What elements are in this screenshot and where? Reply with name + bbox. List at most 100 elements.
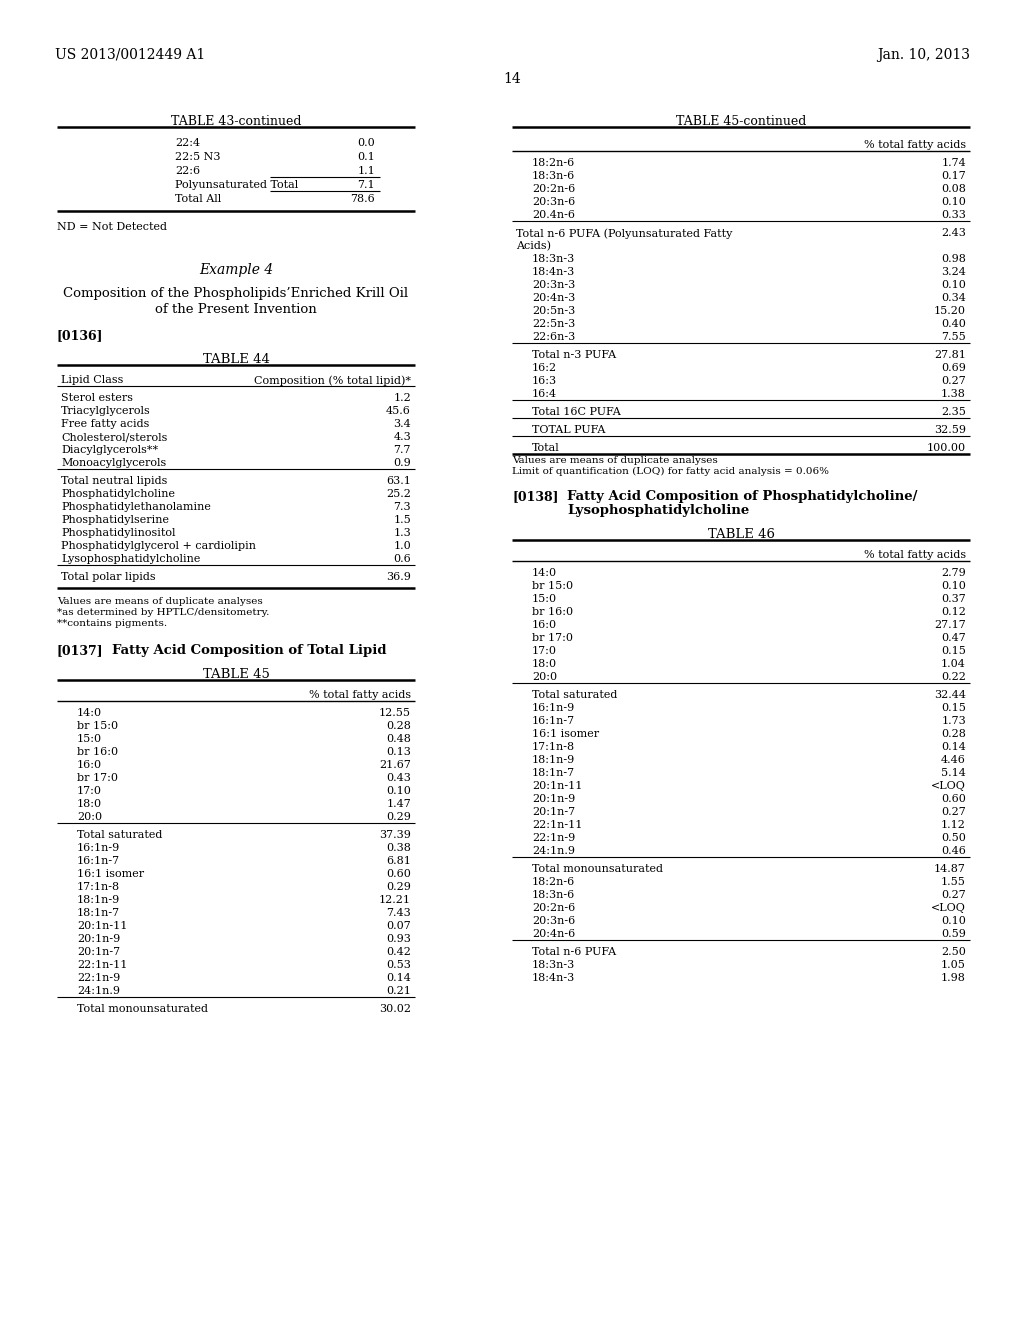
Text: 20:1n-11: 20:1n-11 bbox=[77, 921, 127, 931]
Text: Total n-3 PUFA: Total n-3 PUFA bbox=[532, 350, 616, 360]
Text: 0.15: 0.15 bbox=[941, 645, 966, 656]
Text: 22:1n-9: 22:1n-9 bbox=[77, 973, 120, 983]
Text: 0.1: 0.1 bbox=[357, 152, 375, 162]
Text: 0.59: 0.59 bbox=[941, 929, 966, 939]
Text: Composition (% total lipid)*: Composition (% total lipid)* bbox=[254, 375, 411, 385]
Text: 18:1n-7: 18:1n-7 bbox=[532, 768, 575, 777]
Text: 20:3n-3: 20:3n-3 bbox=[532, 280, 575, 290]
Text: Jan. 10, 2013: Jan. 10, 2013 bbox=[877, 48, 970, 62]
Text: Phosphatidylethanolamine: Phosphatidylethanolamine bbox=[61, 502, 211, 512]
Text: 18:3n-3: 18:3n-3 bbox=[532, 253, 575, 264]
Text: 0.0: 0.0 bbox=[357, 139, 375, 148]
Text: 2.50: 2.50 bbox=[941, 946, 966, 957]
Text: Diacylglycerols**: Diacylglycerols** bbox=[61, 445, 158, 455]
Text: Total 16C PUFA: Total 16C PUFA bbox=[532, 407, 621, 417]
Text: 15:0: 15:0 bbox=[532, 594, 557, 605]
Text: 17:0: 17:0 bbox=[532, 645, 557, 656]
Text: 22:5n-3: 22:5n-3 bbox=[532, 319, 575, 329]
Text: 14:0: 14:0 bbox=[77, 708, 102, 718]
Text: 18:2n-6: 18:2n-6 bbox=[532, 158, 575, 168]
Text: 0.10: 0.10 bbox=[941, 280, 966, 290]
Text: 0.13: 0.13 bbox=[386, 747, 411, 756]
Text: 18:1n-9: 18:1n-9 bbox=[77, 895, 120, 906]
Text: 32.44: 32.44 bbox=[934, 690, 966, 700]
Text: 0.21: 0.21 bbox=[386, 986, 411, 997]
Text: br 17:0: br 17:0 bbox=[77, 774, 118, 783]
Text: 22:6: 22:6 bbox=[175, 166, 200, 176]
Text: 1.0: 1.0 bbox=[393, 541, 411, 550]
Text: Fatty Acid Composition of Total Lipid: Fatty Acid Composition of Total Lipid bbox=[112, 644, 386, 657]
Text: Total: Total bbox=[532, 444, 560, 453]
Text: 3.24: 3.24 bbox=[941, 267, 966, 277]
Text: ND = Not Detected: ND = Not Detected bbox=[57, 222, 167, 232]
Text: 0.42: 0.42 bbox=[386, 946, 411, 957]
Text: 6.81: 6.81 bbox=[386, 855, 411, 866]
Text: 1.2: 1.2 bbox=[393, 393, 411, 403]
Text: Polyunsaturated Total: Polyunsaturated Total bbox=[175, 180, 298, 190]
Text: 16:0: 16:0 bbox=[77, 760, 102, 770]
Text: 20:1n-9: 20:1n-9 bbox=[532, 795, 575, 804]
Text: 16:1 isomer: 16:1 isomer bbox=[532, 729, 599, 739]
Text: [0136]: [0136] bbox=[57, 329, 103, 342]
Text: 3.4: 3.4 bbox=[393, 418, 411, 429]
Text: 1.47: 1.47 bbox=[386, 799, 411, 809]
Text: 0.10: 0.10 bbox=[386, 785, 411, 796]
Text: 1.3: 1.3 bbox=[393, 528, 411, 539]
Text: Cholesterol/sterols: Cholesterol/sterols bbox=[61, 432, 167, 442]
Text: br 16:0: br 16:0 bbox=[532, 607, 573, 616]
Text: 78.6: 78.6 bbox=[350, 194, 375, 205]
Text: 22:1n-11: 22:1n-11 bbox=[77, 960, 127, 970]
Text: 14: 14 bbox=[503, 73, 521, 86]
Text: 16:0: 16:0 bbox=[532, 620, 557, 630]
Text: 25.2: 25.2 bbox=[386, 488, 411, 499]
Text: TABLE 44: TABLE 44 bbox=[203, 352, 269, 366]
Text: 21.67: 21.67 bbox=[379, 760, 411, 770]
Text: Total n-6 PUFA: Total n-6 PUFA bbox=[532, 946, 616, 957]
Text: <LOQ: <LOQ bbox=[931, 903, 966, 913]
Text: 15:0: 15:0 bbox=[77, 734, 102, 744]
Text: Phosphatidylinositol: Phosphatidylinositol bbox=[61, 528, 175, 539]
Text: Phosphatidylserine: Phosphatidylserine bbox=[61, 515, 169, 525]
Text: 7.1: 7.1 bbox=[357, 180, 375, 190]
Text: 0.08: 0.08 bbox=[941, 183, 966, 194]
Text: 30.02: 30.02 bbox=[379, 1005, 411, 1014]
Text: 0.28: 0.28 bbox=[386, 721, 411, 731]
Text: 0.9: 0.9 bbox=[393, 458, 411, 469]
Text: 0.60: 0.60 bbox=[386, 869, 411, 879]
Text: Total monounsaturated: Total monounsaturated bbox=[77, 1005, 208, 1014]
Text: 20:1n-11: 20:1n-11 bbox=[532, 781, 583, 791]
Text: 45.6: 45.6 bbox=[386, 407, 411, 416]
Text: US 2013/0012449 A1: US 2013/0012449 A1 bbox=[55, 48, 205, 62]
Text: Phosphatidylcholine: Phosphatidylcholine bbox=[61, 488, 175, 499]
Text: 20:1n-7: 20:1n-7 bbox=[532, 807, 575, 817]
Text: 20:1n-9: 20:1n-9 bbox=[77, 935, 120, 944]
Text: 1.05: 1.05 bbox=[941, 960, 966, 970]
Text: 0.07: 0.07 bbox=[386, 921, 411, 931]
Text: 18:3n-3: 18:3n-3 bbox=[532, 960, 575, 970]
Text: Values are means of duplicate analyses: Values are means of duplicate analyses bbox=[57, 597, 263, 606]
Text: 2.43: 2.43 bbox=[941, 228, 966, 238]
Text: 2.35: 2.35 bbox=[941, 407, 966, 417]
Text: TABLE 46: TABLE 46 bbox=[708, 528, 774, 541]
Text: 18:0: 18:0 bbox=[77, 799, 102, 809]
Text: 0.37: 0.37 bbox=[941, 594, 966, 605]
Text: 7.7: 7.7 bbox=[393, 445, 411, 455]
Text: 17:1n-8: 17:1n-8 bbox=[77, 882, 120, 892]
Text: 18:0: 18:0 bbox=[532, 659, 557, 669]
Text: 22:1n-11: 22:1n-11 bbox=[532, 820, 583, 830]
Text: 0.40: 0.40 bbox=[941, 319, 966, 329]
Text: 0.98: 0.98 bbox=[941, 253, 966, 264]
Text: % total fatty acids: % total fatty acids bbox=[864, 140, 966, 150]
Text: 17:1n-8: 17:1n-8 bbox=[532, 742, 575, 752]
Text: 0.33: 0.33 bbox=[941, 210, 966, 220]
Text: 20:0: 20:0 bbox=[532, 672, 557, 682]
Text: 1.38: 1.38 bbox=[941, 389, 966, 399]
Text: 20:2n-6: 20:2n-6 bbox=[532, 903, 575, 913]
Text: 7.55: 7.55 bbox=[941, 333, 966, 342]
Text: 20:3n-6: 20:3n-6 bbox=[532, 916, 575, 927]
Text: 0.10: 0.10 bbox=[941, 581, 966, 591]
Text: 16:1n-9: 16:1n-9 bbox=[532, 704, 575, 713]
Text: 24:1n.9: 24:1n.9 bbox=[532, 846, 575, 855]
Text: 4.46: 4.46 bbox=[941, 755, 966, 766]
Text: Total saturated: Total saturated bbox=[77, 830, 163, 840]
